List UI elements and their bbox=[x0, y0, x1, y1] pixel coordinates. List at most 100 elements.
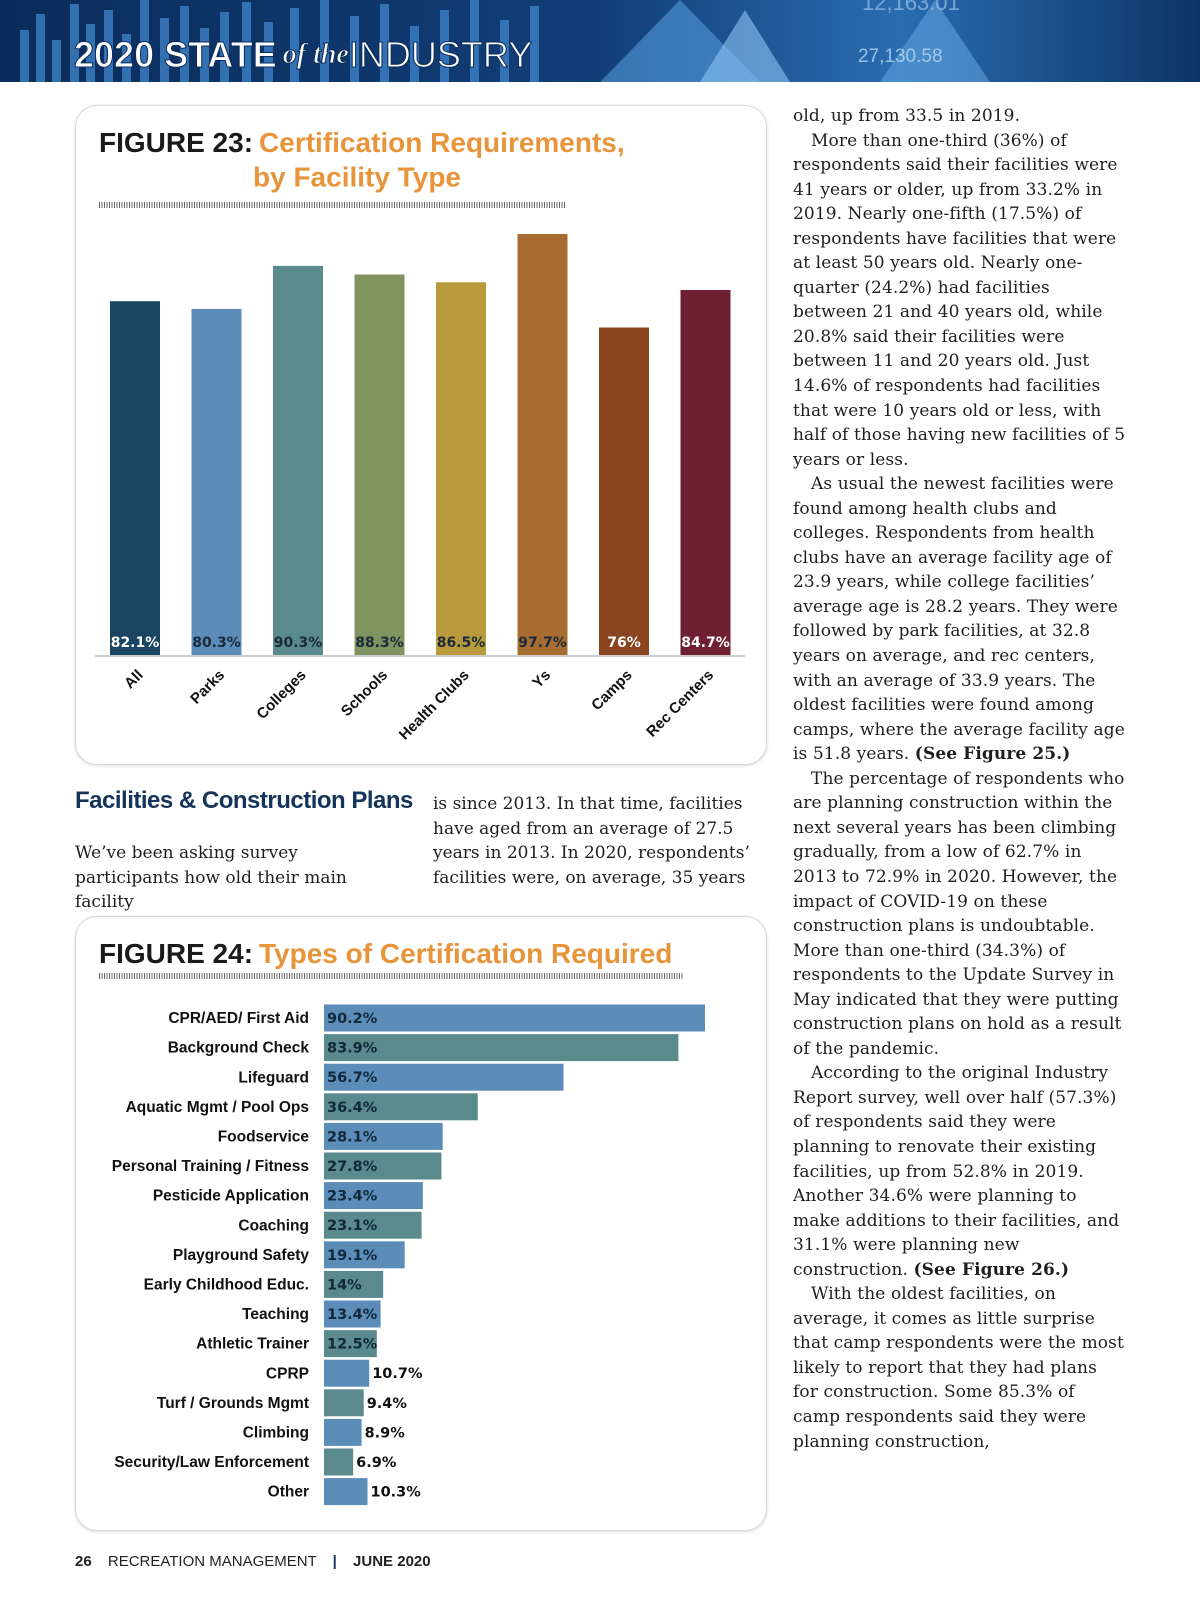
paragraph: The percentage of respondents who are pl… bbox=[793, 767, 1127, 1062]
page-number: 26 bbox=[75, 1553, 92, 1570]
value-label: 23.1% bbox=[327, 1218, 378, 1234]
x-tick-label: Parks bbox=[187, 667, 228, 708]
figure-label: FIGURE 24: bbox=[99, 938, 253, 969]
bar bbox=[324, 1359, 370, 1387]
paragraph-text: The percentage of respondents who are pl… bbox=[793, 768, 1125, 1059]
bar bbox=[324, 1478, 368, 1506]
bar bbox=[273, 265, 323, 655]
bar bbox=[599, 327, 649, 655]
y-tick-label: Pesticide Application bbox=[153, 1188, 309, 1205]
paragraph: old, up from 33.5 in 2019. bbox=[793, 104, 1127, 129]
figure-label: FIGURE 23: bbox=[99, 127, 253, 158]
value-label: 86.5% bbox=[437, 635, 486, 651]
publication: RECREATION MANAGEMENT bbox=[107, 1553, 317, 1570]
paragraph-text: As usual the newest facilities were foun… bbox=[793, 474, 1125, 765]
value-label: 6.9% bbox=[356, 1455, 397, 1471]
header-title-part: INDUSTRY bbox=[349, 34, 532, 75]
paragraph-text: With the oldest facilities, on average, … bbox=[793, 1284, 1124, 1452]
issue: JUNE 2020 bbox=[353, 1553, 431, 1570]
bar bbox=[110, 301, 160, 655]
header-title: 2020 STATE of theINDUSTRY bbox=[74, 34, 532, 75]
value-label: 90.2% bbox=[327, 1011, 378, 1027]
value-label: 56.7% bbox=[327, 1070, 378, 1086]
x-tick-label: Camps bbox=[588, 667, 635, 714]
bar bbox=[324, 1211, 422, 1239]
figure-title: FIGURE 24: Types of Certification Require… bbox=[99, 938, 672, 969]
paragraph: According to the original Industry Repor… bbox=[793, 1061, 1127, 1282]
bar bbox=[324, 1448, 354, 1476]
y-tick-label: CPR/AED/ First Aid bbox=[168, 1010, 309, 1027]
value-label: 19.1% bbox=[327, 1248, 378, 1264]
value-label: 10.3% bbox=[371, 1485, 422, 1501]
bar bbox=[324, 1004, 705, 1032]
value-label: 36.4% bbox=[327, 1100, 378, 1116]
bar bbox=[324, 1241, 405, 1269]
paragraph: With the oldest facilities, on average, … bbox=[793, 1282, 1127, 1454]
value-label: 76% bbox=[607, 635, 641, 651]
value-label: 97.7% bbox=[518, 635, 567, 651]
bar bbox=[324, 1270, 384, 1298]
chart: FIGURE 24: Types of Certification Require… bbox=[99, 938, 705, 1506]
bar bbox=[354, 274, 405, 655]
value-label: 8.9% bbox=[365, 1425, 406, 1441]
x-tick-label: All bbox=[121, 667, 147, 693]
banner-deco bbox=[20, 0, 539, 82]
footer: 26 RECREATION MANAGEMENT | JUNE 2020 bbox=[75, 1553, 431, 1570]
ticker: 12,163.01 bbox=[862, 0, 960, 15]
chart: FIGURE 23: Certification Requirements,by … bbox=[95, 127, 745, 743]
paragraph: As usual the newest facilities were foun… bbox=[793, 472, 1127, 767]
bar bbox=[436, 282, 486, 655]
bar bbox=[324, 1034, 679, 1062]
value-label: 12.5% bbox=[327, 1337, 378, 1353]
y-tick-label: Personal Training / Fitness bbox=[112, 1158, 309, 1175]
figure-ref: (See Figure 25.) bbox=[914, 744, 1071, 765]
paragraph-text: More than one-third (36%) of respondents… bbox=[793, 130, 1126, 470]
body-text: is since 2013. In that time, facilities … bbox=[433, 794, 750, 888]
bar bbox=[324, 1122, 443, 1150]
y-tick-label: Background Check bbox=[168, 1040, 310, 1057]
y-tick-label: Athletic Trainer bbox=[196, 1336, 309, 1353]
bar bbox=[324, 1152, 442, 1180]
y-tick-label: Security/Law Enforcement bbox=[114, 1454, 309, 1471]
y-tick-label: Lifeguard bbox=[238, 1069, 309, 1086]
bar bbox=[324, 1093, 478, 1121]
figure-title: FIGURE 23: Certification Requirements, bbox=[99, 127, 625, 158]
value-label: 90.3% bbox=[274, 635, 323, 651]
value-label: 10.7% bbox=[372, 1366, 423, 1382]
paragraph: More than one-third (36%) of respondents… bbox=[793, 129, 1127, 473]
figure-title-line: by Facility Type bbox=[253, 161, 461, 192]
separator: | bbox=[332, 1553, 337, 1570]
x-tick-label: Ys bbox=[529, 667, 554, 692]
value-label: 14% bbox=[327, 1277, 362, 1293]
value-label: 27.8% bbox=[327, 1159, 378, 1175]
value-label: 84.7% bbox=[681, 635, 730, 651]
value-label: 82.1% bbox=[111, 635, 160, 651]
y-tick-label: Turf / Grounds Mgmt bbox=[157, 1395, 309, 1412]
header-banner: 12,163.01 27,130.58 2020 STATE of theINDU… bbox=[0, 0, 1200, 82]
banner-deco bbox=[700, 10, 790, 82]
figure-ref: (See Figure 26.) bbox=[913, 1259, 1070, 1280]
bar bbox=[324, 1063, 564, 1091]
body-text: We’ve been asking survey participants ho… bbox=[75, 843, 347, 912]
bar bbox=[680, 290, 731, 655]
ticker: 27,130.58 bbox=[858, 46, 943, 67]
section-heading: Facilities & Construction Plans bbox=[75, 787, 413, 814]
header-title-part: of the bbox=[283, 39, 349, 70]
y-tick-label: Foodservice bbox=[218, 1128, 310, 1145]
header-title-part: 2020 STATE bbox=[74, 34, 277, 75]
bar bbox=[517, 234, 568, 655]
value-label: 9.4% bbox=[367, 1396, 408, 1412]
bar bbox=[324, 1300, 381, 1328]
figure-title-line: Certification Requirements, bbox=[259, 127, 625, 158]
x-tick-label: Rec Centers bbox=[643, 667, 717, 741]
bar bbox=[324, 1389, 364, 1417]
value-label: 88.3% bbox=[355, 635, 404, 651]
banner-deco bbox=[880, 0, 990, 82]
figure-title-line: Types of Certification Required bbox=[259, 938, 672, 969]
text-column: old, up from 33.5 in 2019. More than one-… bbox=[793, 104, 1127, 1536]
x-tick-label: Colleges bbox=[253, 667, 309, 723]
y-tick-label: Early Childhood Educ. bbox=[144, 1276, 309, 1293]
value-label: 28.1% bbox=[327, 1129, 378, 1145]
paragraph-text: old, up from 33.5 in 2019. bbox=[793, 106, 1021, 126]
